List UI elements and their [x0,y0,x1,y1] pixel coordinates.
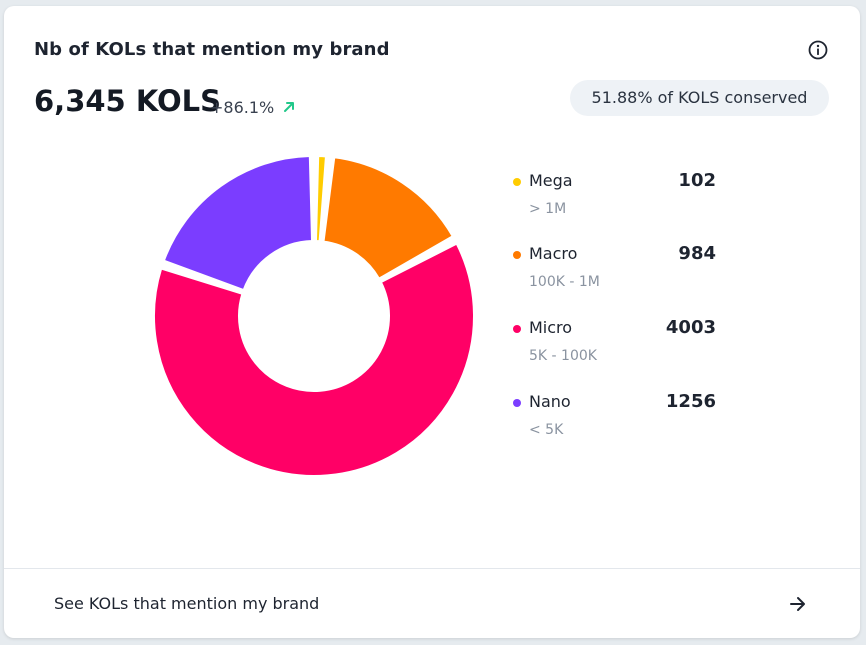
legend-range: > 1M [529,201,567,217]
legend-range: 100K - 1M [529,274,600,290]
legend-dot [513,399,521,407]
legend-value: 1256 [665,391,716,412]
donut-slice-nano[interactable] [162,155,314,292]
change-percent: +86.1% [210,98,275,117]
legend-dot [513,325,521,333]
card-title: Nb of KOLs that mention my brand [34,39,390,60]
conserved-badge: 51.88% of KOLS conserved [570,80,829,116]
arrow-right-icon[interactable] [788,594,808,614]
footer-divider [4,568,860,569]
kols-mention-card: Nb of KOLs that mention my brand 6,345 K… [4,6,860,638]
arrow-up-right-icon [284,102,294,112]
see-kols-link[interactable]: See KOLs that mention my brand [54,594,320,613]
legend-label: Macro [529,244,578,263]
legend-range: 5K - 100K [529,348,597,364]
legend-value: 102 [678,170,716,191]
legend-item-nano: Nano < 5K 1256 [512,391,722,452]
legend-range: < 5K [529,422,564,438]
donut-slice-mega[interactable] [314,155,327,243]
legend-item-macro: Macro 100K - 1M 984 [512,243,722,304]
legend-label: Micro [529,318,573,337]
donut-slice-micro[interactable] [153,242,475,477]
legend-dot [513,251,521,259]
total-kols: 6,345 KOLS [34,84,222,118]
legend-label: Nano [529,392,571,411]
legend-dot [513,178,521,186]
legend-value: 984 [678,243,716,264]
donut-chart [153,155,475,477]
donut-slice-macro[interactable] [322,156,454,280]
legend-value: 4003 [665,317,716,338]
legend-label: Mega [529,171,573,190]
legend-item-micro: Micro 5K - 100K 4003 [512,317,722,378]
legend-item-mega: Mega > 1M 102 [512,170,722,231]
info-icon[interactable] [808,40,828,60]
